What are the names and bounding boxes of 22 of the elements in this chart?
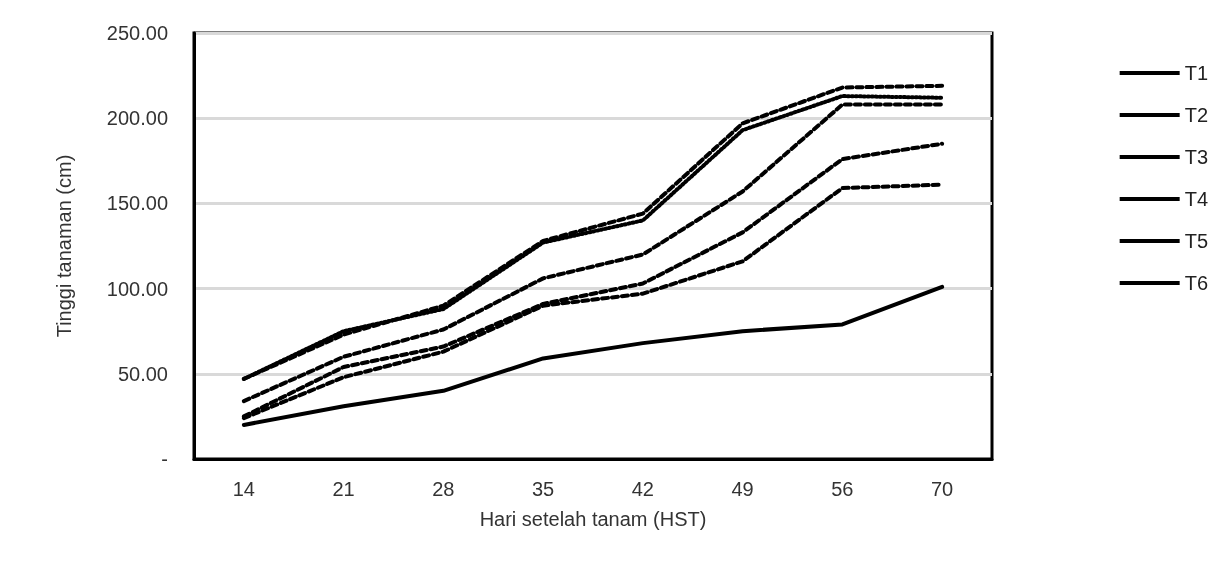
x-tick-label: 35: [532, 478, 555, 500]
legend-label: T3: [1184, 146, 1208, 168]
x-tick-label: 70: [931, 478, 954, 500]
x-tick-label: 28: [432, 478, 455, 500]
legend-label: T1: [1184, 62, 1208, 84]
legend-label: T2: [1184, 104, 1208, 126]
y-tick-label: 150.00: [106, 192, 168, 215]
y-tick-label: 250.00: [106, 22, 168, 44]
legend-label: T6: [1184, 272, 1208, 294]
x-tick-label: 49: [731, 478, 754, 500]
y-tick-label: 50.00: [117, 362, 168, 385]
y-tick-label: 200.00: [106, 107, 168, 130]
x-tick-label: 56: [831, 478, 854, 500]
x-tick-label: 21: [332, 478, 355, 500]
legend-label: T5: [1184, 230, 1208, 252]
legend-label: T4: [1184, 188, 1208, 210]
y-tick-label: -: [161, 448, 168, 470]
x-tick-label: 42: [631, 478, 654, 500]
y-tick-label: 100.00: [106, 277, 168, 300]
y-axis-title: Tinggi tanaman (cm): [53, 154, 75, 338]
x-axis-title: Hari setelah tanam (HST): [479, 508, 707, 530]
x-tick-label: 14: [232, 478, 255, 500]
